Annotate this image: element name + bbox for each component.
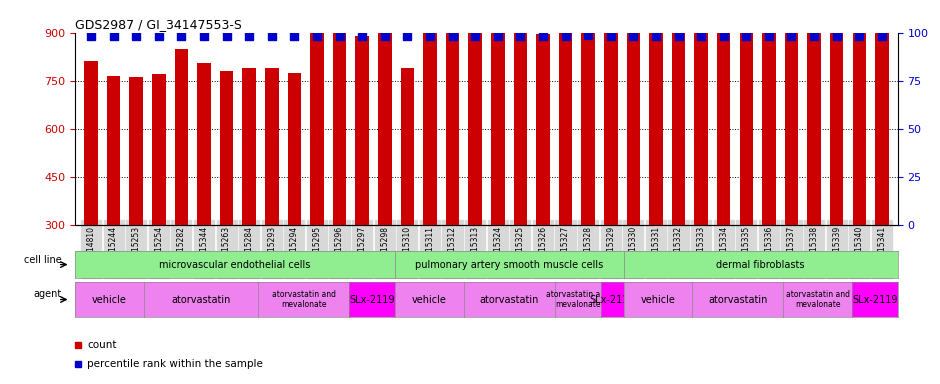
Text: SLx-2119: SLx-2119 [852,295,898,305]
Bar [243,68,256,225]
Bar [536,34,550,225]
Bar [513,24,527,225]
Text: pulmonary artery smooth muscle cells: pulmonary artery smooth muscle cells [415,260,603,270]
Text: vehicle: vehicle [92,295,127,305]
Bar [558,30,572,225]
Bar [107,76,120,225]
Bar [355,36,368,225]
Bar [265,68,278,225]
Bar [333,30,346,225]
Bar [762,10,775,225]
Text: vehicle: vehicle [412,295,446,305]
Bar [830,20,843,225]
Text: vehicle: vehicle [640,295,675,305]
Bar [220,71,233,225]
Bar [807,26,821,225]
Bar [175,49,188,225]
Bar [152,74,165,225]
Bar [785,26,798,225]
Text: percentile rank within the sample: percentile rank within the sample [86,359,263,369]
Bar [875,0,888,225]
Text: cell line: cell line [24,255,62,265]
Bar [423,0,437,225]
Text: agent: agent [34,289,62,300]
Text: SLx-2119: SLx-2119 [589,295,634,305]
Bar [468,0,482,225]
Text: atorvastatin: atorvastatin [479,295,539,305]
Bar [85,61,98,225]
Bar [446,0,460,225]
Bar [717,13,730,225]
Bar [288,73,301,225]
Bar [581,0,595,225]
Bar [310,30,323,225]
Bar [695,17,708,225]
Text: atorvastatin: atorvastatin [171,295,230,305]
Text: atorvastatin and
mevalonate: atorvastatin and mevalonate [786,290,850,309]
Text: dermal fibroblasts: dermal fibroblasts [716,260,805,270]
Bar [603,0,618,225]
Text: atorvastatin: atorvastatin [708,295,767,305]
Text: count: count [86,340,117,350]
Bar [672,7,685,225]
Bar [400,68,415,225]
Text: atorvastatin and
mevalonate: atorvastatin and mevalonate [272,290,336,309]
Bar [853,0,866,225]
Text: atorvastatin and
mevalonate: atorvastatin and mevalonate [546,290,610,309]
Bar [740,0,753,225]
Text: GDS2987 / GI_34147553-S: GDS2987 / GI_34147553-S [75,18,243,31]
Bar [130,77,143,225]
Bar [197,63,211,225]
Text: SLx-2119: SLx-2119 [350,295,395,305]
Bar [491,26,505,225]
Bar [650,13,663,225]
Text: microvascular endothelial cells: microvascular endothelial cells [160,260,311,270]
Bar [378,33,392,225]
Bar [627,0,640,225]
